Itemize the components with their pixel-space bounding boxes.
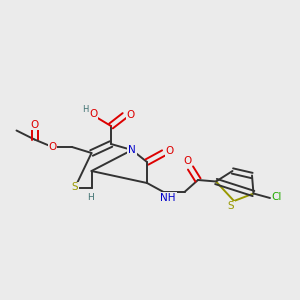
Text: O: O — [89, 109, 97, 119]
Text: O: O — [183, 156, 192, 167]
Text: O: O — [126, 110, 135, 121]
Text: H: H — [87, 194, 93, 202]
Text: O: O — [165, 146, 174, 157]
Text: S: S — [72, 182, 78, 193]
Text: O: O — [48, 142, 57, 152]
Text: NH: NH — [160, 193, 176, 203]
Text: Cl: Cl — [272, 191, 282, 202]
Text: S: S — [228, 201, 234, 212]
Text: O: O — [30, 119, 39, 130]
Text: H: H — [82, 105, 89, 114]
Text: N: N — [128, 145, 136, 155]
